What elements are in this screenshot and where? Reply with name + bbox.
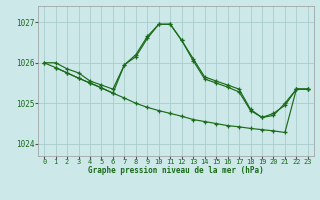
X-axis label: Graphe pression niveau de la mer (hPa): Graphe pression niveau de la mer (hPa): [88, 166, 264, 175]
